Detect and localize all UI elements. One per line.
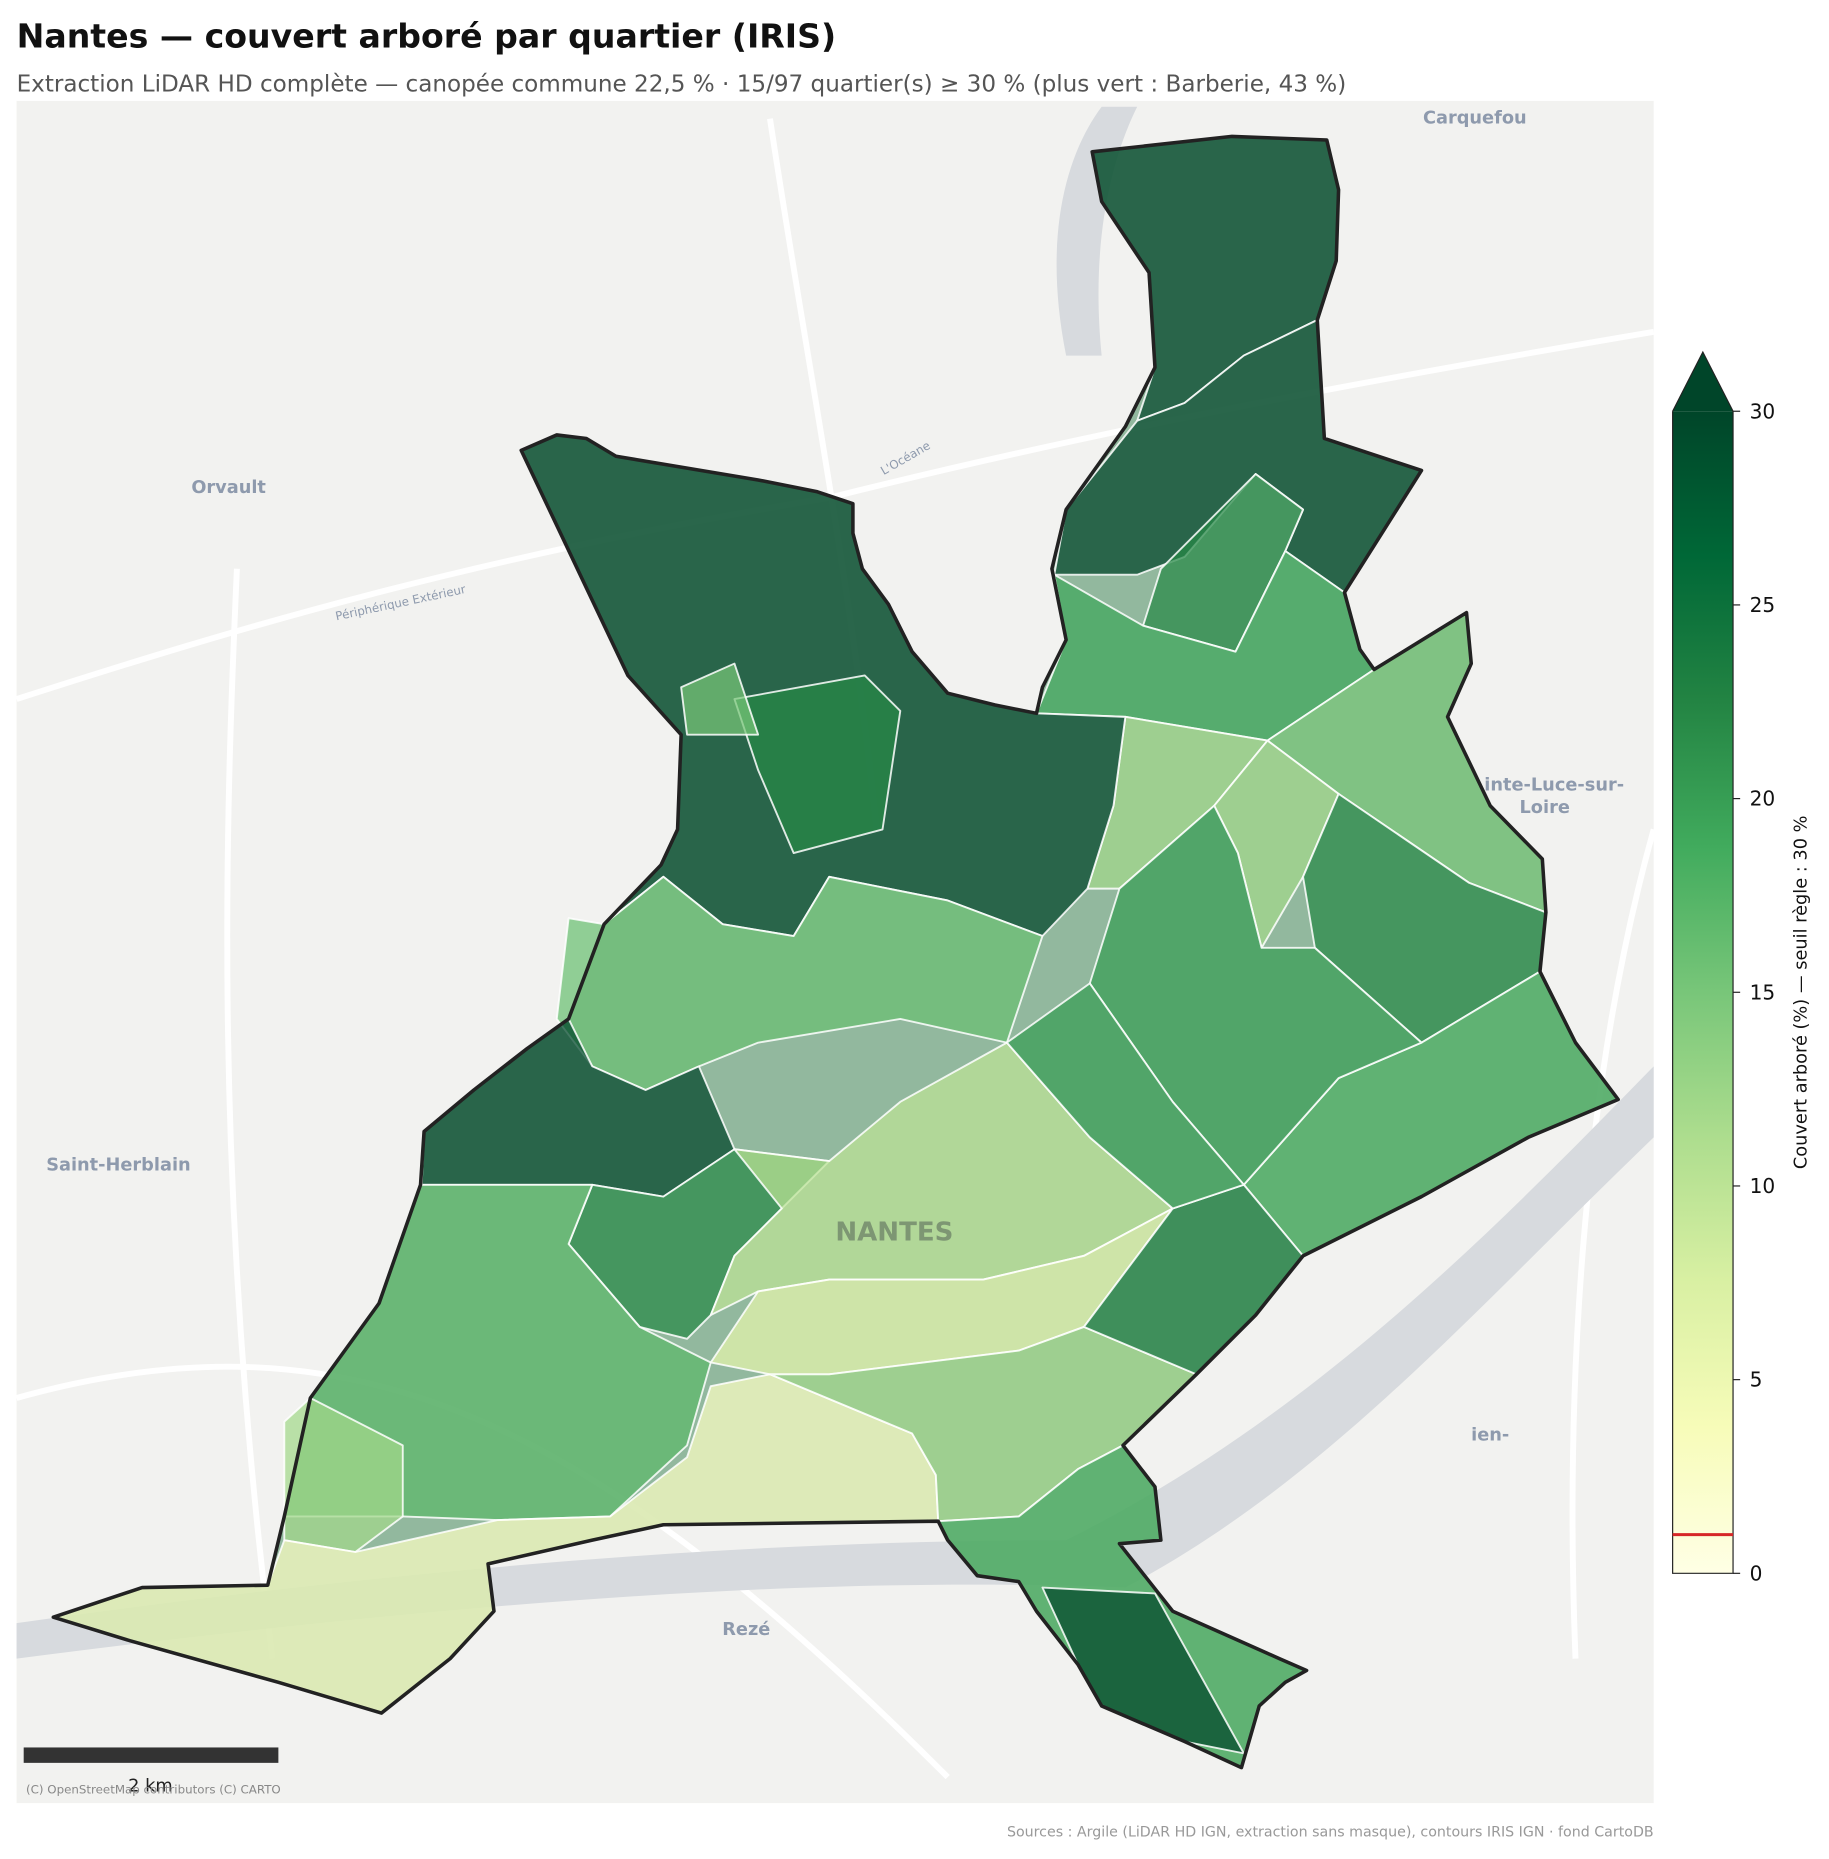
subtitle: Extraction LiDAR HD complète — canopée c… [17, 71, 1347, 97]
place-label: Rezé [722, 1620, 770, 1640]
scale-bar [23, 1747, 279, 1763]
colorbar-tick-label: 10 [1750, 1174, 1776, 1198]
source: Sources : Argile (LiDAR HD IGN, extracti… [1007, 1824, 1654, 1840]
river [1056, 106, 1138, 356]
place-label: Saint-Herblain [46, 1156, 190, 1176]
colorbar-tick-label: 15 [1750, 980, 1776, 1004]
regions [52, 135, 1620, 1769]
place-label: Carquefou [1423, 108, 1527, 128]
colorbar-label: Couvert arboré (%) — seuil règle : 30 % [1791, 815, 1811, 1169]
place-label: inte-Luce-sur- [1484, 775, 1624, 795]
place-label: Orvault [191, 478, 266, 498]
place-label: ien- [1471, 1426, 1509, 1446]
scale-bar-label: 2 km [128, 1776, 173, 1796]
commune-outline [51, 134, 1620, 1770]
colorbar: 0 5 10 15 20 25 30 [1672, 350, 1776, 1585]
attribution: (C) OpenStreetMap contributors (C) CARTO [26, 1783, 281, 1797]
place-label: Loire [1520, 798, 1570, 818]
colorbar-tick-label: 20 [1750, 787, 1776, 811]
colorbar-ramp [1672, 411, 1734, 1574]
colorbar-extend [1672, 352, 1734, 412]
iris-district [283, 1183, 712, 1521]
colorbar-tick-label: 5 [1750, 1368, 1763, 1392]
colorbar-tick-label: 25 [1750, 593, 1776, 617]
iris-district [1005, 982, 1245, 1210]
river [16, 1066, 1654, 1659]
colorbar-tick-label: 0 [1750, 1561, 1763, 1585]
iris-district [733, 674, 902, 855]
title: Nantes — couvert arboré par quartier (IR… [17, 17, 837, 56]
iris-district [680, 662, 760, 736]
colorbar-tick-label: 30 [1750, 399, 1776, 423]
place-label: NANTES [835, 1217, 953, 1247]
